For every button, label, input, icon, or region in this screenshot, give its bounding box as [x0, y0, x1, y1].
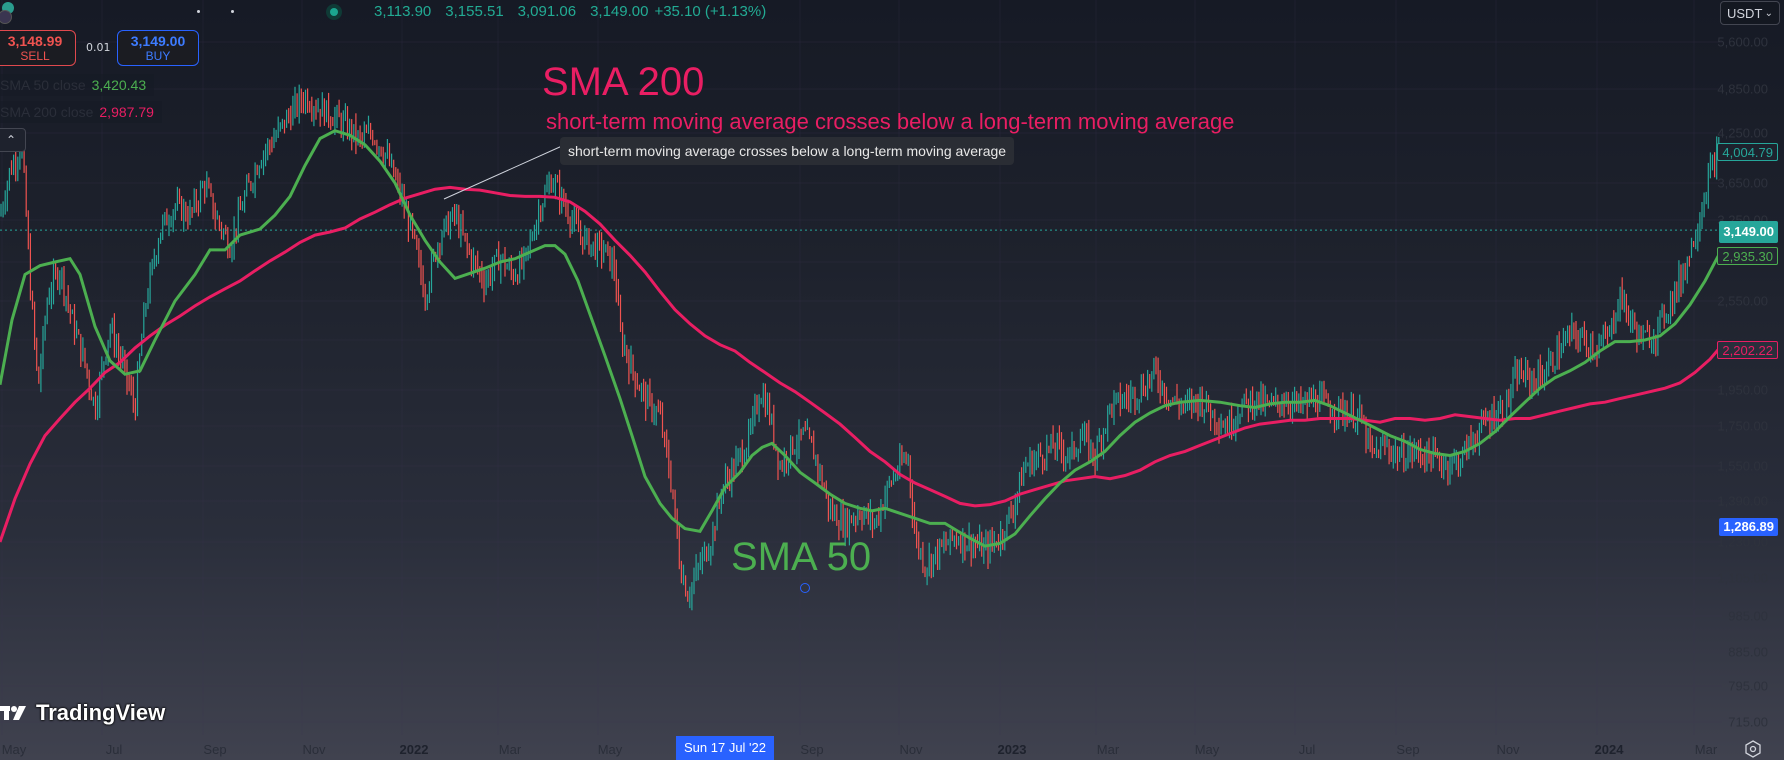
open-value: 3,113.90 [374, 3, 432, 20]
time-axis-label: Nov [302, 742, 326, 757]
time-axis-label: 2023 [997, 742, 1027, 757]
price-axis-label: 1,950.00 [1717, 382, 1768, 398]
buy-label: BUY [145, 49, 171, 63]
price-axis-label: 1,550.00 [1717, 458, 1768, 474]
currency-label: USDT [1727, 5, 1763, 21]
time-axis-label: Sep [1396, 742, 1420, 757]
price-axis-label: 4,850.00 [1717, 81, 1768, 97]
anchor-point-handle[interactable] [800, 583, 810, 593]
time-axis-label: May [1194, 742, 1220, 757]
sma200-price-tag: 2,202.22 [1717, 341, 1778, 359]
price-axis-label: 2,550.00 [1717, 293, 1768, 309]
price-axis-label: 1,105.00 [1717, 570, 1768, 586]
sell-button[interactable]: 3,148.99 SELL [0, 30, 76, 66]
change-value: +35.10 (+1.13%) [654, 3, 767, 20]
legend-sma50[interactable]: SMA 50 close 3,420.43 [0, 74, 155, 96]
time-axis-label: Jul [1298, 742, 1316, 757]
price-axis-label: 795.00 [1728, 678, 1768, 694]
market-open-status-icon [326, 4, 342, 20]
legend-name: SMA 50 close [0, 77, 86, 93]
chart-grid [0, 0, 1722, 735]
time-axis-label: Jul [105, 742, 123, 757]
collapse-legend-button[interactable]: ⌃ [0, 128, 26, 152]
price-axis-label: 4,250.00 [1717, 125, 1768, 141]
low-value: 3,091.06 [517, 3, 577, 20]
high-value: 3,155.51 [445, 3, 504, 20]
spread-value: 0.01 [86, 41, 111, 54]
callout-annotation[interactable]: short-term moving average crosses below … [560, 137, 1015, 165]
sma50-annotation-title[interactable]: SMA 50 [731, 535, 872, 579]
price-axis-label: 5,600.00 [1717, 34, 1768, 50]
time-axis-label: Nov [899, 742, 923, 757]
brand-name: TradingView [36, 700, 166, 725]
sell-price: 3,148.99 [7, 33, 63, 49]
price-axis-label: 985.00 [1728, 608, 1768, 624]
sma200-line[interactable] [0, 185, 1722, 543]
chevron-down-icon: ⌄ [1764, 7, 1773, 19]
time-axis-label: Nov [1496, 742, 1520, 757]
close-value: 3,149.00 [590, 3, 649, 20]
price-axis-label: 885.00 [1728, 644, 1768, 660]
legend-name: SMA 200 close [0, 104, 94, 120]
buy-button[interactable]: 3,149.00 BUY [117, 30, 199, 66]
buy-price: 3,149.00 [130, 33, 186, 49]
price-axis-label: 1,230.00 [1717, 534, 1768, 550]
sma200-annotation-title[interactable]: SMA 200 [542, 60, 705, 104]
sma50-line[interactable] [0, 129, 1722, 548]
price-axis-label: 1,750.00 [1717, 418, 1768, 434]
time-axis-label: May [1, 742, 27, 757]
price-axis-label: 715.00 [1728, 714, 1768, 730]
chevron-up-icon: ⌃ [5, 133, 17, 147]
tradingview-logo-icon [0, 706, 26, 720]
time-axis-label: 2022 [399, 742, 429, 757]
axis-settings-icon[interactable] [1744, 740, 1762, 758]
price-axis-label: 3,650.00 [1717, 175, 1768, 191]
time-axis-label: Sep [203, 742, 227, 757]
crosshair-date-label: Sun 17 Jul '22 [676, 736, 774, 760]
sma50-price-tag: 2,935.30 [1717, 247, 1778, 265]
callout-leader-line [443, 145, 563, 200]
time-axis-label: Mar [498, 742, 522, 757]
time-axis-label: Mar [1694, 742, 1718, 757]
price-axis-label: 1,390.00 [1717, 493, 1768, 509]
ohlc-values: 3,113.90 3,155.51 3,091.06 3,149.00 +35.… [374, 3, 766, 20]
separator-dot-icon [197, 10, 200, 13]
time-axis-label: May [597, 742, 623, 757]
tradingview-logo[interactable]: TradingView [0, 700, 165, 726]
legend-sma200[interactable]: SMA 200 close 2,987.79 [0, 101, 162, 123]
separator-dot-icon [231, 10, 234, 13]
high-price-tag: 4,004.79 [1717, 143, 1778, 161]
legend-value: 3,420.43 [91, 77, 147, 93]
exchange-logo-icon [0, 10, 12, 24]
low-price-tag: 1,286.89 [1719, 518, 1778, 536]
time-axis-label: Sep [800, 742, 824, 757]
legend-value: 2,987.79 [99, 104, 154, 120]
time-axis-label: Mar [1096, 742, 1120, 757]
time-axis-label: 2024 [1594, 742, 1624, 757]
last-price-tag: 3,149.00 [1719, 221, 1778, 243]
currency-selector[interactable]: USDT ⌄ [1720, 1, 1780, 25]
sell-label: SELL [20, 49, 50, 63]
sma200-annotation-subtitle[interactable]: short-term moving average crosses below … [546, 109, 1235, 134]
